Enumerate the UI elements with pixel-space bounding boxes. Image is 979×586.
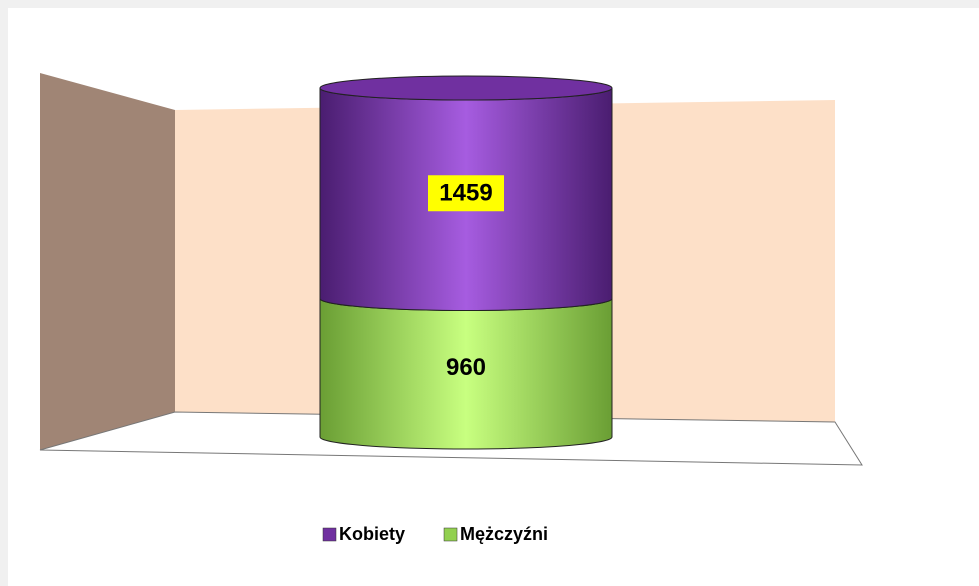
data-label: 960 [446, 354, 486, 381]
data-label: 1459 [439, 180, 492, 207]
data-label-background [428, 175, 504, 212]
legend-label: Kobiety [339, 524, 405, 544]
legend-label: Mężczyźni [460, 524, 548, 544]
cylinder-top [319, 75, 613, 101]
legend-swatch [443, 527, 458, 542]
side-wall [40, 73, 175, 450]
legend-swatch [322, 527, 337, 542]
